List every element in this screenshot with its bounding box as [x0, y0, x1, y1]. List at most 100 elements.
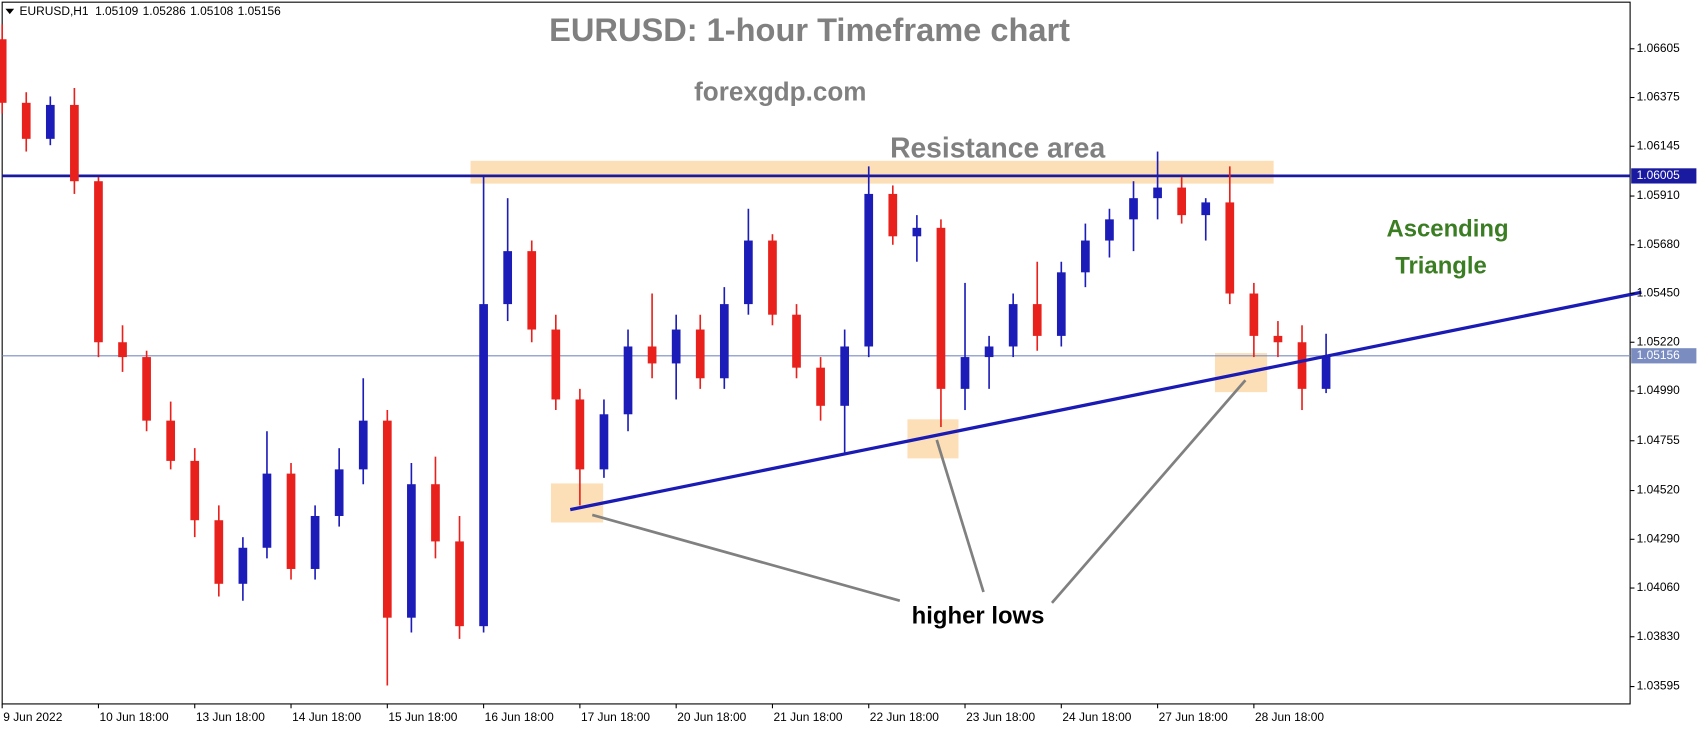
candle-body [262, 473, 272, 548]
y-tick-label: 1.03595 [1637, 679, 1681, 693]
candle-body [310, 515, 320, 569]
y-tick-label: 1.04990 [1637, 383, 1681, 397]
y-tick-label: 1.04755 [1637, 433, 1681, 447]
candle-body [166, 420, 176, 461]
candle-body [575, 399, 585, 470]
resistance-label: Resistance area [890, 131, 1105, 163]
pattern-label: Ascending [1386, 216, 1508, 243]
x-tick-label: 15 Jun 18:00 [388, 710, 457, 724]
trendline [569, 290, 1642, 512]
x-tick-label: 23 Jun 18:00 [966, 710, 1035, 724]
header-open: 1.05109 [95, 4, 139, 18]
candle-body [1321, 355, 1331, 389]
candle-body [70, 104, 79, 182]
menu-arrow [5, 8, 15, 15]
candle-body [647, 346, 657, 364]
candle-body [142, 357, 151, 421]
candle-body [984, 346, 994, 358]
candle-body [864, 193, 874, 347]
arrow [1050, 379, 1247, 604]
candle-body [214, 520, 224, 584]
y-tick-label: 1.06145 [1637, 138, 1681, 152]
candle-body [840, 346, 850, 406]
candle-body [45, 104, 55, 139]
y-tick-label: 1.06375 [1637, 90, 1681, 104]
y-tick-label: 1.05910 [1637, 188, 1681, 202]
candle-body [286, 473, 296, 569]
candle-body [21, 102, 31, 139]
y-tick-label: 1.05450 [1637, 286, 1681, 300]
candle-body [599, 414, 609, 470]
candle-body [888, 193, 898, 237]
candle-body [358, 420, 368, 470]
candle-body [768, 240, 777, 315]
plot-frame [1, 1, 1631, 705]
candle-body [912, 227, 922, 237]
candle-body [1153, 187, 1162, 199]
price-box [1631, 348, 1697, 364]
x-tick-label: 10 Jun 18:00 [100, 710, 169, 724]
x-tick-label: 21 Jun 18:00 [774, 710, 843, 724]
candle-body [1056, 272, 1066, 336]
candle-body [1129, 198, 1138, 220]
candle-body [816, 367, 825, 406]
candle-body [960, 357, 970, 389]
x-tick-label: 27 Jun 18:00 [1159, 710, 1228, 724]
price-label: 1.06005 [1637, 168, 1681, 182]
header: EURUSD,H1 1.05109 1.05286 1.05108 1.05156 [20, 4, 282, 18]
candle-body [0, 39, 7, 103]
candle-body [527, 251, 537, 330]
y-tick-label: 1.04520 [1637, 483, 1681, 497]
chart-title: EURUSD: 1-hour Timeframe chart [549, 11, 1070, 48]
candle-body [94, 181, 103, 343]
y-tick-label: 1.06605 [1637, 41, 1681, 55]
x-tick-label: 13 Jun 18:00 [196, 710, 265, 724]
pattern-label: Triangle [1395, 253, 1487, 280]
header-low: 1.05108 [190, 4, 234, 18]
x-tick-label: 24 Jun 18:00 [1062, 710, 1131, 724]
y-tick-label: 1.04060 [1637, 580, 1681, 594]
candle-body [1297, 342, 1307, 389]
candle-body [551, 329, 561, 400]
candle-body [1225, 202, 1235, 294]
candle-body [1032, 304, 1042, 336]
candle-body [792, 314, 801, 368]
candle-body [1105, 219, 1114, 241]
x-tick-label: 16 Jun 18:00 [485, 710, 554, 724]
candle-body [744, 240, 753, 305]
candle-body [1008, 304, 1018, 347]
candle-body [503, 251, 513, 305]
arrows [591, 379, 1247, 604]
chart-subtitle: forexgdp.com [694, 76, 866, 106]
y-tick-label: 1.03830 [1637, 629, 1681, 643]
candle-body [382, 420, 392, 618]
y-tick-label: 1.05220 [1637, 334, 1681, 348]
candle-body [479, 304, 488, 627]
candle-body [719, 304, 729, 379]
candle-body [1273, 335, 1283, 343]
price-label: 1.05156 [1637, 348, 1681, 362]
x-tick-label: 17 Jun 18:00 [581, 710, 650, 724]
marks [0, 24, 1642, 686]
symbol: EURUSD,H1 [20, 4, 89, 18]
candle-body [695, 329, 705, 379]
candle-body [407, 484, 416, 618]
x-tick-label: 14 Jun 18:00 [292, 710, 361, 724]
candle-body [118, 342, 127, 358]
candle-body [334, 469, 344, 516]
arrow [935, 439, 985, 593]
candle-body [190, 460, 200, 521]
y-tick-label: 1.05680 [1637, 237, 1681, 251]
header-high: 1.05286 [143, 4, 187, 18]
candle-body [623, 346, 633, 415]
x-tick-label: 22 Jun 18:00 [870, 710, 939, 724]
resistance-zone [470, 160, 1274, 184]
candle-body [936, 227, 946, 389]
candle-body [431, 484, 440, 542]
candle-body [671, 329, 681, 364]
candle-body [238, 547, 248, 584]
candle-body [1081, 240, 1090, 273]
candle-body [455, 541, 464, 627]
